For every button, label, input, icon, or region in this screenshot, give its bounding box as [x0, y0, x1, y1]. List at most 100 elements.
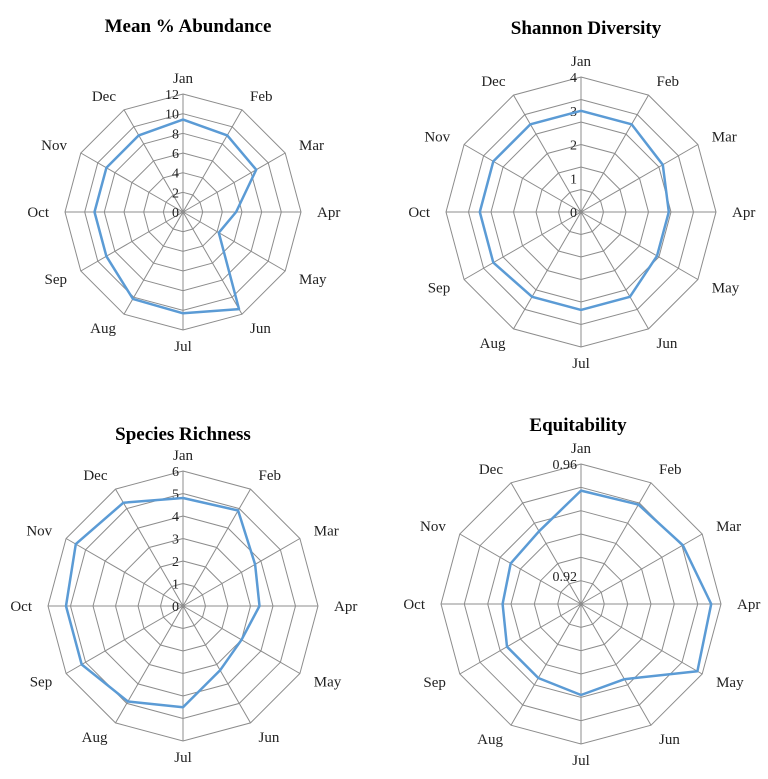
category-label-oct: Oct [27, 205, 49, 221]
tick-label: 0.96 [553, 458, 578, 473]
category-label-apr: Apr [732, 205, 755, 221]
category-label-jan: Jan [571, 54, 591, 70]
tick-label: 6 [172, 147, 179, 162]
category-label-dec: Dec [481, 74, 505, 90]
category-label-jan: Jan [173, 448, 193, 464]
category-label-aug: Aug [480, 336, 506, 352]
radar-chart-species-richness: Species Richness Jan Feb Mar Apr May Jun Jul Au… [10, 424, 357, 766]
radial-axis [182, 538, 301, 607]
category-label-aug: Aug [477, 732, 503, 748]
category-label-apr: Apr [334, 599, 357, 615]
category-label-mar: Mar [716, 519, 741, 535]
tick-label: 2 [570, 139, 577, 154]
series-line [501, 489, 713, 697]
category-label-mar: Mar [314, 524, 339, 540]
category-label-feb: Feb [657, 74, 680, 90]
category-label-jan: Jan [571, 441, 591, 457]
radial-axis [182, 109, 243, 213]
category-label-oct: Oct [408, 205, 430, 221]
radial-axis [182, 211, 243, 315]
chart-title: Species Richness [115, 424, 251, 445]
category-label-jan: Jan [173, 71, 193, 87]
category-label-aug: Aug [82, 730, 108, 746]
radial-axis [463, 144, 582, 213]
tick-label: 8 [172, 127, 179, 142]
radial-axis [123, 109, 184, 213]
radial-axis [580, 603, 703, 675]
tick-label: 3 [172, 533, 179, 548]
radial-axis [580, 94, 649, 213]
radar-chart-mean-abundance: Mean % Abundance Jan Feb Mar Apr May Jun Jul Au… [27, 16, 340, 355]
radial-axis [580, 482, 652, 605]
radial-axis [182, 488, 251, 607]
chart-title: Shannon Diversity [511, 18, 662, 39]
radial-axis [65, 538, 184, 607]
tick-label: 10 [165, 108, 179, 123]
category-label-jun: Jun [657, 336, 678, 352]
radial-axis [580, 144, 699, 213]
radial-axis [580, 603, 652, 726]
category-label-jul: Jul [174, 750, 192, 766]
radial-axis [580, 533, 703, 605]
tick-label: 4 [172, 167, 179, 182]
radial-axis [65, 605, 184, 674]
tick-label: 0 [172, 206, 179, 221]
radar-chart-shannon-diversity: Shannon Diversity Jan Feb Mar Apr May Jun Jul A… [408, 18, 755, 372]
tick-label: 0 [570, 206, 577, 221]
chart-title: Equitability [529, 415, 627, 436]
category-label-may: May [299, 272, 327, 288]
category-label-jul: Jul [174, 339, 192, 355]
category-label-feb: Feb [659, 462, 682, 478]
category-label-nov: Nov [420, 519, 446, 535]
tick-label: 2 [172, 555, 179, 570]
radial-axis [123, 211, 184, 315]
radial-axis [80, 211, 184, 272]
category-label-feb: Feb [250, 89, 273, 105]
radial-axis [182, 211, 286, 272]
category-label-nov: Nov [41, 138, 67, 154]
category-label-nov: Nov [26, 524, 52, 540]
radial-axis [182, 152, 286, 213]
radar-chart-equitability: Equitability Jan Feb Mar Apr May Jun Jul Aug Sep… [403, 415, 760, 769]
category-label-oct: Oct [403, 597, 425, 613]
category-label-nov: Nov [424, 130, 450, 146]
radial-axis [115, 605, 184, 724]
category-label-jun: Jun [250, 321, 271, 337]
category-label-apr: Apr [737, 597, 760, 613]
category-label-apr: Apr [317, 205, 340, 221]
category-label-may: May [314, 675, 342, 691]
tick-label: 1 [570, 172, 577, 187]
tick-label: 0.92 [553, 570, 578, 585]
tick-label: 4 [172, 510, 179, 525]
category-label-feb: Feb [259, 468, 282, 484]
radial-axis [580, 211, 699, 280]
category-label-may: May [716, 675, 744, 691]
chart-title: Mean % Abundance [105, 16, 272, 37]
category-label-sep: Sep [428, 281, 451, 297]
category-label-sep: Sep [30, 675, 53, 691]
radial-axis [513, 94, 582, 213]
tick-label: 4 [570, 71, 577, 86]
category-label-mar: Mar [712, 130, 737, 146]
radial-axis [459, 603, 582, 675]
category-label-sep: Sep [423, 675, 446, 691]
tick-label: 2 [172, 186, 179, 201]
category-label-aug: Aug [90, 321, 116, 337]
series-line [93, 118, 258, 315]
category-label-jun: Jun [659, 732, 680, 748]
tick-label: 1 [172, 578, 179, 593]
category-label-mar: Mar [299, 138, 324, 154]
category-label-jun: Jun [259, 730, 280, 746]
tick-label: 0 [172, 600, 179, 615]
radial-axis [513, 211, 582, 330]
series-line [64, 496, 261, 709]
category-label-jul: Jul [572, 356, 590, 372]
radial-axis [80, 152, 184, 213]
radial-axis [580, 211, 649, 330]
category-label-dec: Dec [479, 462, 503, 478]
category-label-may: May [712, 281, 740, 297]
radial-axis [459, 533, 582, 605]
category-label-sep: Sep [45, 272, 68, 288]
tick-label: 6 [172, 465, 179, 480]
